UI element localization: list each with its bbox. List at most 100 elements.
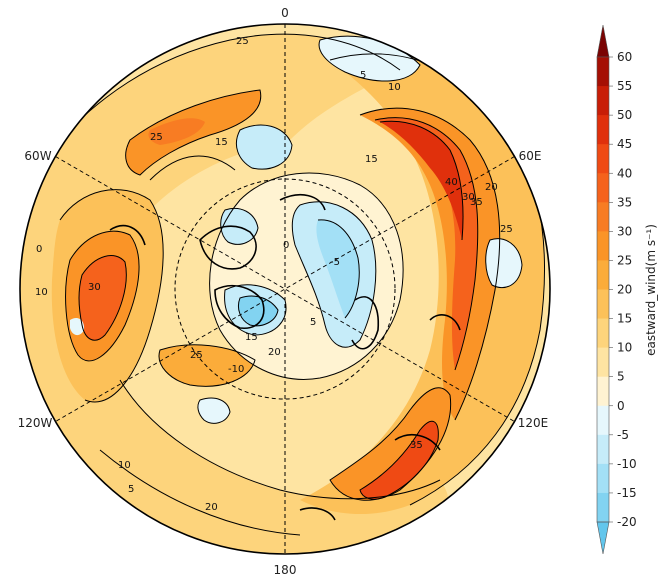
colorbar-title: eastward_wind(m s⁻¹) xyxy=(644,224,658,356)
contour-label: 20 xyxy=(205,502,218,513)
contour-line xyxy=(318,35,421,82)
colorbar-tick-label: 15 xyxy=(617,312,632,326)
contour-line xyxy=(158,344,256,387)
coastline xyxy=(429,314,461,331)
colorbar-extend-min xyxy=(596,521,610,555)
colorbar-tick-label: 60 xyxy=(617,50,632,64)
contour-label: -5 xyxy=(330,257,340,268)
colorbar-segment xyxy=(597,289,609,320)
lon-label-120w: 120W xyxy=(18,416,53,430)
contour-label: 25 xyxy=(236,36,249,47)
easterly-region-east xyxy=(485,238,522,288)
colorbar-segment xyxy=(597,57,609,87)
contour-label: 15 xyxy=(215,137,228,148)
colorbar-tick-label: 40 xyxy=(617,166,632,180)
contour-label: 0 xyxy=(36,244,42,255)
colorbar-segment xyxy=(597,115,609,145)
colorbar-tick-label: -5 xyxy=(617,428,629,442)
coastline xyxy=(214,284,265,329)
jet-northwest-30 xyxy=(148,118,205,145)
easterly-region-south xyxy=(197,398,230,424)
map-boundary xyxy=(19,23,551,555)
colorbar-tick-label: 45 xyxy=(617,137,632,151)
easterly-region-north xyxy=(236,125,292,170)
lon-label-0: 0 xyxy=(281,6,289,20)
easterly-region-pole-inner xyxy=(238,296,278,326)
contour-label: 10 xyxy=(35,287,48,298)
contour-line xyxy=(125,89,262,176)
contour-label: 15 xyxy=(245,332,258,343)
jet-east-45 xyxy=(380,121,464,240)
lon-label-60e: 60E xyxy=(519,149,542,163)
colorbar-tick-label: 50 xyxy=(617,108,632,122)
coastline xyxy=(279,194,326,211)
contour-line xyxy=(119,379,441,500)
jet-southeast-25 xyxy=(330,387,451,501)
colorbar-segment xyxy=(597,260,609,290)
contour-label: 0 xyxy=(283,240,289,251)
contour-line xyxy=(99,449,301,536)
colorbar-segment xyxy=(597,144,609,174)
contour-line xyxy=(379,120,464,241)
contour-line xyxy=(291,201,377,348)
coastline xyxy=(351,296,380,350)
contour-line xyxy=(209,172,404,380)
contour-line xyxy=(149,155,236,181)
easterly-region-west-small xyxy=(70,318,85,336)
parallel-circle xyxy=(174,178,396,400)
contour-line xyxy=(59,189,164,403)
meridian-60e-120w xyxy=(55,156,515,422)
colorbar-segment xyxy=(597,434,609,465)
contour-label: 5 xyxy=(360,70,366,81)
colorbar-tick-label: 5 xyxy=(617,370,625,384)
contour-label: 25 xyxy=(190,350,203,361)
contour-line xyxy=(359,107,501,421)
contour-line xyxy=(359,420,439,500)
band-10-15 xyxy=(20,34,449,554)
contour-label: 5 xyxy=(128,484,134,495)
contour-label: 5 xyxy=(310,317,316,328)
colorbar-tick-label: -20 xyxy=(617,515,637,529)
easterly-region-center-inner xyxy=(316,219,360,318)
contour-label: 15 xyxy=(365,154,378,165)
colorbar-segment xyxy=(597,376,609,407)
contour-label: 30 xyxy=(88,282,101,293)
colorbar-segment xyxy=(597,231,609,261)
contour-label: 20 xyxy=(268,347,281,358)
contour-line xyxy=(374,117,479,371)
coastline xyxy=(299,507,336,521)
colorbar-tick-label: 25 xyxy=(617,253,632,267)
colorbar-tick-label: 35 xyxy=(617,195,632,209)
contour-label: 35 xyxy=(410,440,423,451)
graticule xyxy=(55,24,515,554)
contour-label: 25 xyxy=(150,132,163,143)
coastline xyxy=(109,224,146,246)
contour-line xyxy=(65,230,140,362)
lon-label-60w: 60W xyxy=(24,149,51,163)
colorbar-tick-label: 10 xyxy=(617,341,632,355)
colorbar-segment xyxy=(597,347,609,378)
band-south-20 xyxy=(159,344,255,387)
contour-line xyxy=(237,295,279,327)
colorbar-tick-label: -15 xyxy=(617,486,637,500)
colorbar-tick-label: 30 xyxy=(617,224,632,238)
colorbar-segment xyxy=(597,202,609,232)
contour-labels: 25 5 10 15 20 25 30 35 40 0 -5 -10 5 15 … xyxy=(35,36,513,513)
contour-label: 10 xyxy=(388,82,401,93)
contour-label: 40 xyxy=(445,177,458,188)
colorbar-extend-max xyxy=(596,24,610,58)
coastline xyxy=(199,225,257,270)
contour-line xyxy=(78,255,127,341)
lon-label-180: 180 xyxy=(274,563,297,577)
colorbar-tick-label: -10 xyxy=(617,457,637,471)
jet-southeast-40 xyxy=(360,421,439,500)
contour-label: 35 xyxy=(470,197,483,208)
contour-line xyxy=(317,219,360,319)
colorbar-segment xyxy=(597,405,609,436)
contour-label: -10 xyxy=(228,364,244,375)
coastlines xyxy=(109,194,461,521)
colorbar-tick-label: 0 xyxy=(617,399,625,413)
